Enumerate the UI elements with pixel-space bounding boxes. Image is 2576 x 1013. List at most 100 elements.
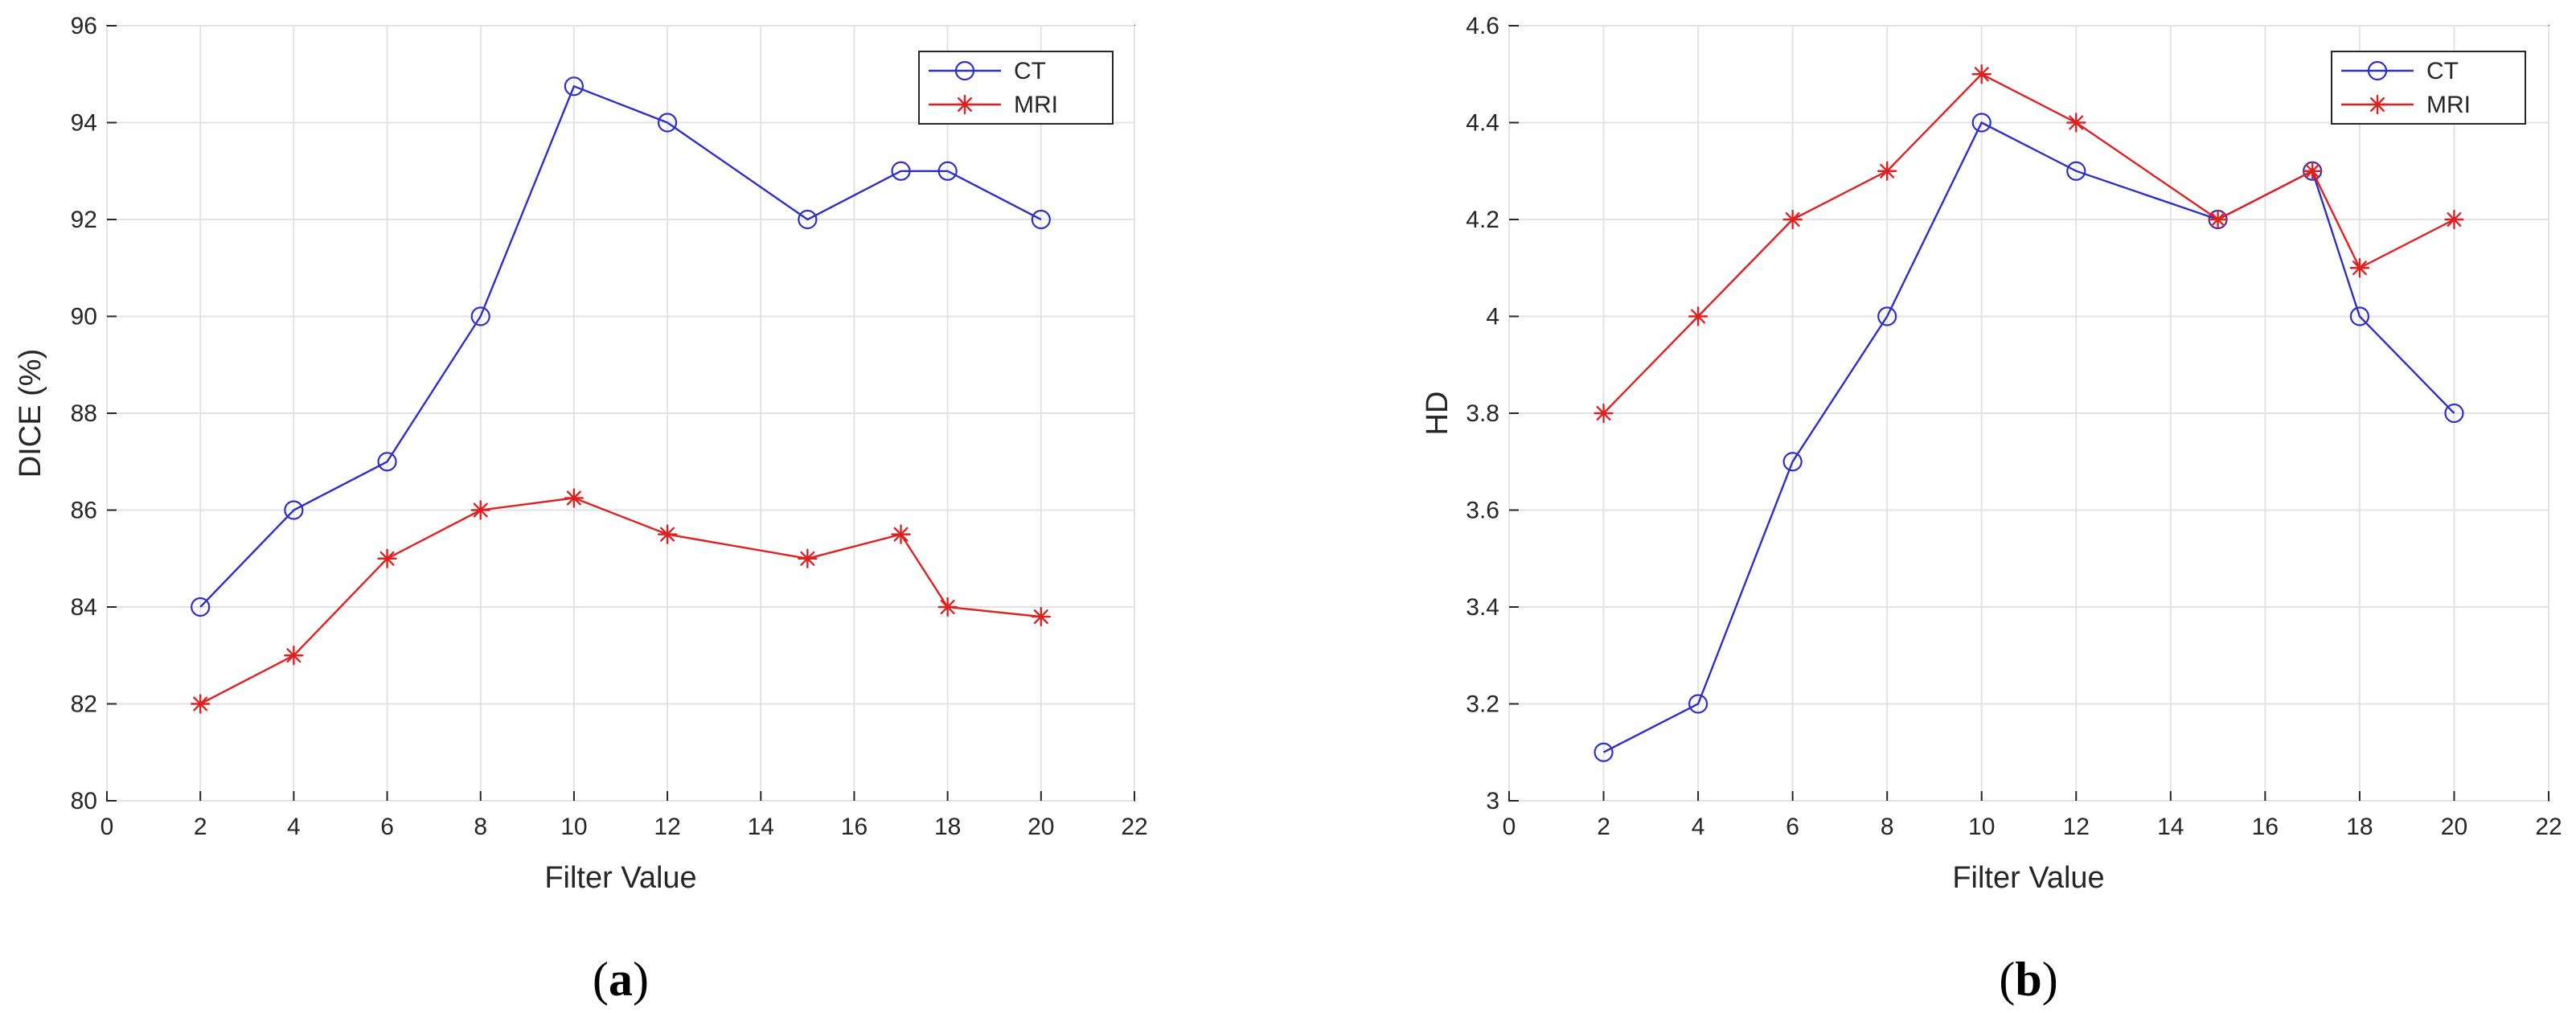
data-point-mri: [190, 694, 211, 714]
data-point-mri: [891, 524, 911, 544]
caption-letter: b: [2015, 953, 2041, 1006]
legend-marker-ct: [2367, 60, 2388, 81]
data-point-ct: [891, 161, 911, 181]
caption-close-paren: ): [633, 953, 649, 1006]
y-tick-label: 3.4: [1466, 594, 1499, 621]
data-point-mri: [377, 548, 397, 568]
y-tick-label: 4.4: [1466, 110, 1499, 137]
y-axis-label: DICE (%): [14, 349, 47, 478]
data-point-ct: [1594, 742, 1614, 762]
data-point-ct: [657, 113, 678, 133]
x-tick-label: 18: [934, 814, 961, 840]
data-point-mri: [1594, 403, 1614, 424]
grid: [106, 25, 1135, 802]
y-tick-label: 4.6: [1466, 13, 1499, 39]
series-line-ct: [1602, 121, 2455, 753]
y-tick-label: 92: [71, 207, 97, 233]
legend-label-mri: MRI: [2426, 92, 2471, 118]
x-tick-label: 6: [380, 814, 394, 840]
data-point-mri: [1688, 306, 1708, 326]
chart-panel-a: 0 2 4 6 8 10 12 14 16 18 20 22 80 82 84 86 88 90 92 94 96 Fi…: [14, 13, 1148, 1006]
series-line-mri: [199, 497, 1041, 705]
legend-box: [2331, 51, 2526, 125]
x-tick-label: 16: [841, 814, 868, 840]
y-axis-label: HD: [1421, 392, 1454, 436]
x-tick-label: 12: [654, 814, 680, 840]
data-point-mri: [1782, 209, 1803, 230]
y-tick-label: 3: [1486, 788, 1499, 814]
data-point-mri: [1877, 161, 1897, 181]
legend-box: [918, 51, 1114, 125]
x-axis-label: Filter Value: [1952, 861, 2104, 895]
y-tick-label: 94: [71, 110, 97, 137]
data-point-mri: [1971, 64, 1991, 84]
x-axis-label: Filter Value: [544, 861, 696, 895]
x-tick-label: 2: [1597, 814, 1610, 840]
x-tick-label: 20: [1028, 814, 1054, 840]
x-tick-label: 2: [194, 814, 207, 840]
y-tick-label: 90: [71, 304, 97, 330]
data-point-mri: [2349, 258, 2370, 278]
data-point-ct: [2066, 161, 2086, 181]
y-tick-label: 96: [71, 13, 97, 39]
x-tick-label: 10: [1968, 814, 1995, 840]
data-point-ct: [2444, 403, 2464, 424]
data-point-ct: [1971, 113, 1991, 133]
y-tick-label: 86: [71, 498, 97, 524]
legend-marker-mri: [954, 94, 975, 115]
x-tick-label: 14: [2157, 814, 2184, 840]
legend-marker-ct: [954, 60, 975, 81]
x-tick-label: 4: [287, 814, 301, 840]
x-tick-label: 12: [2063, 814, 2090, 840]
data-point-ct: [377, 452, 397, 472]
series-layer: [190, 76, 1052, 714]
x-tick-label: 10: [560, 814, 587, 840]
x-tick-label: 16: [2252, 814, 2279, 840]
caption-letter: a: [609, 953, 633, 1006]
y-tick-label: 88: [71, 400, 97, 427]
x-tick-label: 22: [2535, 814, 2562, 840]
x-tick-label: 14: [748, 814, 774, 840]
data-point-mri: [2066, 113, 2086, 133]
caption-close-paren: ): [2042, 953, 2058, 1006]
x-tick-label: 8: [474, 814, 487, 840]
x-tick-label: 4: [1692, 814, 1705, 840]
x-tick-label: 0: [100, 814, 114, 840]
legend: CT MRI: [2331, 51, 2526, 125]
y-tick-label: 3.2: [1466, 691, 1499, 718]
y-tick-label: 4.2: [1466, 207, 1499, 233]
data-point-ct: [284, 500, 304, 520]
legend-label-mri: MRI: [1014, 92, 1058, 118]
data-point-mri: [564, 488, 585, 508]
y-tick-label: 3.8: [1466, 400, 1499, 427]
data-point-ct: [1877, 306, 1897, 326]
data-point-ct: [1688, 694, 1708, 714]
data-point-ct: [564, 76, 585, 96]
ticks: 0 2 4 6 8 10 12 14 16 18 20 22 80 82 84 86 88 90 92 94 96: [71, 13, 1148, 840]
y-tick-label: 82: [71, 691, 97, 718]
x-tick-label: 20: [2441, 814, 2467, 840]
data-point-mri: [798, 548, 818, 568]
data-point-mri: [2444, 209, 2464, 230]
caption-a: (a): [593, 953, 649, 1006]
x-tick-label: 6: [1786, 814, 1799, 840]
data-point-mri: [470, 500, 490, 520]
legend-label-ct: CT: [2426, 58, 2459, 84]
data-point-mri: [284, 646, 304, 666]
y-tick-label: 4: [1486, 304, 1499, 330]
caption-open-paren: (: [1999, 953, 2015, 1006]
y-tick-label: 80: [71, 788, 97, 814]
x-tick-label: 18: [2346, 814, 2373, 840]
legend-marker-mri: [2367, 94, 2388, 115]
x-tick-label: 8: [1881, 814, 1894, 840]
x-tick-label: 22: [1121, 814, 1147, 840]
data-point-mri: [1031, 606, 1052, 627]
data-point-mri: [2302, 161, 2323, 181]
data-point-mri: [937, 597, 958, 617]
ticks: 0 2 4 6 8 10 12 14 16 18 20 22 3 3.2 3.4 3.6 3.8 4 4.2 4.4 4…: [1466, 13, 2562, 840]
data-point-ct: [1782, 452, 1803, 472]
data-point-mri: [657, 524, 678, 544]
caption-b: (b): [1999, 953, 2057, 1006]
series-layer: [1594, 64, 2464, 762]
